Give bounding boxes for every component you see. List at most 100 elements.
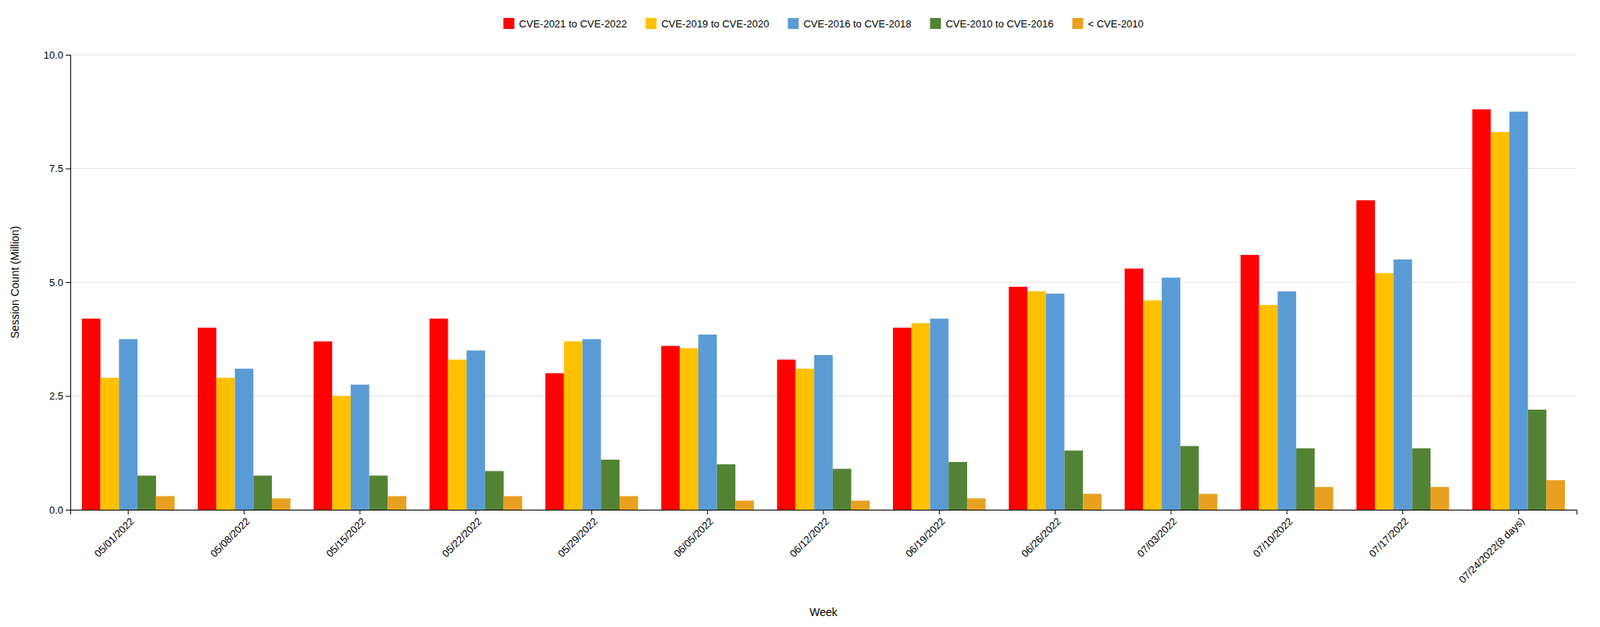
bar	[600, 459, 620, 510]
bar	[137, 475, 157, 510]
x-tick: 05/08/2022	[207, 509, 253, 560]
bar	[851, 500, 871, 510]
y-tick: 5.0	[49, 276, 71, 289]
bar-series	[137, 409, 1547, 510]
bar	[100, 377, 120, 510]
x-tick-label: 05/22/2022	[439, 514, 485, 560]
bar	[832, 468, 852, 510]
x-tick-mark	[823, 509, 825, 515]
bar	[447, 359, 467, 510]
x-tick-label: 05/08/2022	[207, 514, 253, 560]
bar	[1528, 409, 1547, 510]
x-tick: 05/22/2022	[439, 509, 485, 560]
x-tick-label: 06/19/2022	[903, 514, 948, 560]
x-axis: 05/01/2022 05/08/2022 05/15/2022 05/22/2022…	[71, 509, 1578, 586]
legend-label: CVE-2010 to CVE-2016	[945, 17, 1054, 30]
bar	[545, 372, 565, 510]
y-tick-mark	[65, 282, 71, 283]
bar	[735, 500, 754, 510]
x-tick: 06/26/2022	[1018, 509, 1064, 560]
legend-item: CVE-2019 to CVE-2020	[645, 17, 769, 30]
grid-line	[70, 167, 1577, 169]
legend-label: < CVE-2010	[1087, 17, 1143, 30]
bar	[350, 384, 370, 510]
legend-item: CVE-2016 to CVE-2018	[787, 17, 911, 30]
x-axis-title: Week	[809, 605, 839, 618]
x-tick: 06/19/2022	[903, 509, 948, 560]
bar	[332, 396, 351, 511]
bar	[929, 318, 949, 510]
legend-item: < CVE-2010	[1071, 17, 1143, 30]
grid-line	[70, 54, 1577, 56]
legend-item: CVE-2021 to CVE-2022	[503, 17, 627, 30]
bar	[1142, 300, 1162, 510]
x-tick-mark	[1402, 509, 1404, 515]
y-tick: 10.0	[43, 49, 71, 61]
bar	[582, 339, 602, 510]
bar	[1430, 486, 1450, 510]
x-tick-mark	[359, 509, 361, 515]
x-tick-label: 07/17/2022	[1366, 514, 1411, 560]
x-tick-label: 06/12/2022	[787, 514, 833, 560]
y-tick-label: 10.0	[43, 49, 64, 61]
bar	[777, 359, 797, 510]
bar	[795, 368, 815, 510]
bar	[82, 318, 101, 510]
legend-item: CVE-2010 to CVE-2016	[929, 17, 1054, 30]
y-tick-mark	[65, 396, 71, 397]
x-tick: 07/17/2022	[1366, 509, 1411, 560]
bar	[1180, 446, 1200, 510]
bar	[1161, 277, 1181, 510]
bar	[1259, 304, 1279, 510]
x-tick-label: 07/24/2022(8 days)	[1456, 514, 1527, 586]
y-tick-mark	[65, 509, 71, 511]
legend-swatch	[503, 17, 515, 29]
bar	[1064, 450, 1083, 510]
bar	[1393, 259, 1413, 510]
bar	[313, 341, 333, 510]
y-tick-mark	[65, 168, 71, 170]
x-tick-label: 05/15/2022	[323, 514, 368, 560]
bar	[814, 354, 833, 510]
bar	[1296, 447, 1315, 510]
x-tick-mark	[591, 509, 593, 515]
legend-swatch	[929, 17, 941, 29]
x-tick-label: 05/29/2022	[555, 514, 600, 560]
bar	[466, 350, 486, 510]
x-tick-mark	[1517, 509, 1519, 515]
bar	[1240, 254, 1260, 510]
bar-series	[118, 111, 1528, 510]
bar	[967, 497, 986, 510]
bar	[1509, 111, 1529, 510]
bar	[698, 334, 718, 510]
y-tick: 0.0	[49, 503, 71, 516]
bar	[679, 347, 699, 510]
x-tick: 05/29/2022	[555, 509, 600, 560]
bar	[369, 475, 389, 510]
x-tick-mark	[1286, 509, 1288, 515]
x-tick: 07/03/2022	[1135, 509, 1180, 560]
x-tick-mark	[475, 509, 477, 515]
bar-series	[82, 109, 1491, 510]
bar	[429, 318, 449, 510]
bar	[1490, 132, 1510, 510]
x-tick-mark	[707, 509, 708, 515]
y-axis-title: Session Count (Million)	[8, 225, 22, 339]
bar	[387, 496, 407, 510]
bar	[118, 339, 138, 510]
bar	[892, 327, 912, 510]
bar	[1199, 493, 1218, 510]
bar	[1411, 447, 1431, 510]
legend-swatch	[1071, 17, 1083, 29]
x-tick: 05/01/2022	[92, 509, 137, 560]
grid	[70, 54, 1577, 510]
legend-swatch	[645, 17, 657, 29]
y-tick-label: 0.0	[49, 503, 64, 516]
legend-label: CVE-2021 to CVE-2022	[518, 17, 627, 30]
bar	[1008, 286, 1028, 510]
bar	[253, 475, 272, 510]
x-tick-mark	[939, 509, 940, 515]
bar	[1375, 272, 1394, 510]
bar	[660, 345, 680, 510]
bar	[564, 341, 583, 510]
